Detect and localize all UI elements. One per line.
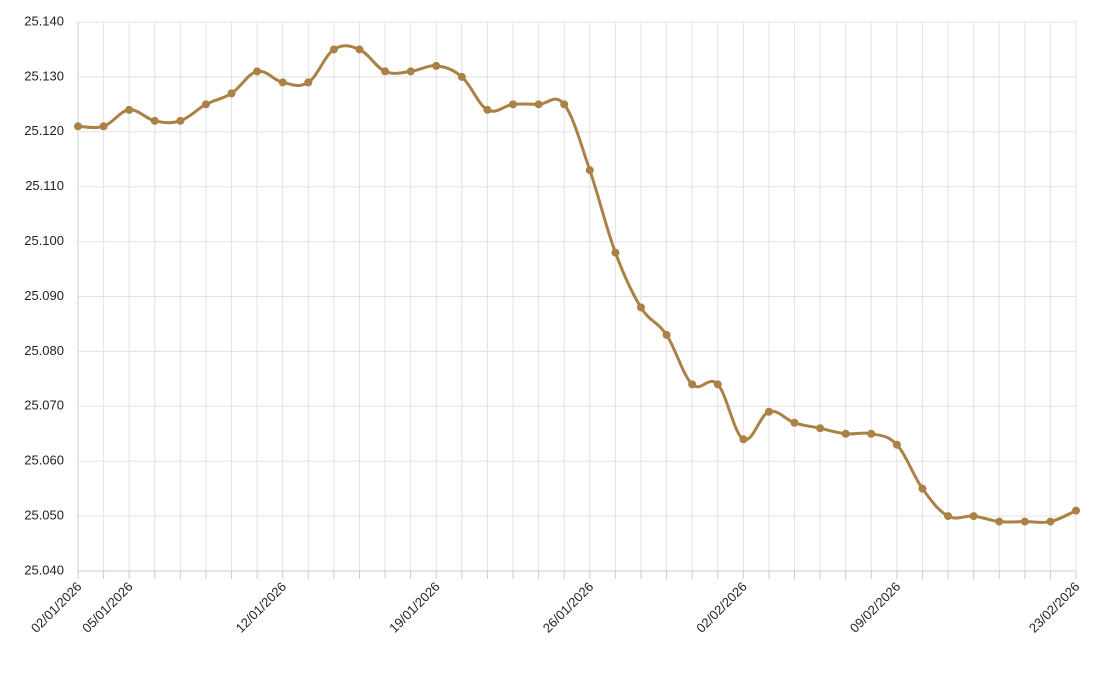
- point: [278, 78, 287, 87]
- x-tick-label: 12/01/2026: [233, 579, 290, 636]
- point: [253, 67, 262, 76]
- point: [329, 45, 338, 54]
- point: [509, 100, 518, 109]
- point: [534, 100, 543, 109]
- point: [1020, 517, 1029, 526]
- x-tick-label: 05/01/2026: [79, 579, 136, 636]
- x-tick-label: 23/02/2026: [1026, 579, 1083, 636]
- y-tick-label: 25.100: [24, 233, 64, 248]
- point: [995, 517, 1004, 526]
- y-tick-label: 25.060: [24, 453, 64, 468]
- point: [355, 45, 364, 54]
- y-tick-label: 25.140: [24, 13, 64, 28]
- point: [636, 303, 645, 312]
- point: [892, 440, 901, 449]
- point: [381, 67, 390, 76]
- x-tick-label: 02/02/2026: [693, 579, 750, 636]
- point: [1046, 517, 1055, 526]
- y-tick-label: 25.040: [24, 562, 64, 577]
- point: [227, 89, 236, 98]
- point: [201, 100, 210, 109]
- point: [432, 61, 441, 70]
- point: [406, 67, 415, 76]
- point: [841, 429, 850, 438]
- point: [764, 407, 773, 416]
- point: [457, 72, 466, 81]
- point: [483, 105, 492, 114]
- y-tick-label: 25.130: [24, 68, 64, 83]
- point: [867, 429, 876, 438]
- point: [99, 122, 108, 131]
- y-tick-label: 25.080: [24, 343, 64, 358]
- y-tick-label: 25.070: [24, 398, 64, 413]
- x-tick-label: 19/01/2026: [386, 579, 443, 636]
- point: [585, 166, 594, 175]
- point: [662, 330, 671, 339]
- point: [150, 116, 159, 125]
- point: [688, 380, 697, 389]
- point: [176, 116, 185, 125]
- point: [74, 122, 82, 131]
- point: [918, 484, 927, 493]
- point: [790, 418, 799, 427]
- line: [77, 44, 1077, 524]
- point: [944, 512, 953, 521]
- point: [560, 100, 569, 109]
- point: [969, 512, 978, 521]
- point: [1072, 506, 1080, 515]
- point: [713, 380, 722, 389]
- point: [304, 78, 313, 87]
- x-tick-label: 02/01/2026: [28, 579, 85, 636]
- point: [611, 248, 620, 257]
- y-tick-label: 25.120: [24, 123, 64, 138]
- y-tick-label: 25.050: [24, 508, 64, 523]
- point: [125, 105, 134, 114]
- y-tick-label: 25.090: [24, 288, 64, 303]
- x-tick-label: 26/01/2026: [540, 579, 597, 636]
- x-tick-label: 09/02/2026: [847, 579, 904, 636]
- point: [816, 424, 825, 433]
- point: [739, 435, 748, 444]
- y-tick-label: 25.110: [25, 178, 64, 193]
